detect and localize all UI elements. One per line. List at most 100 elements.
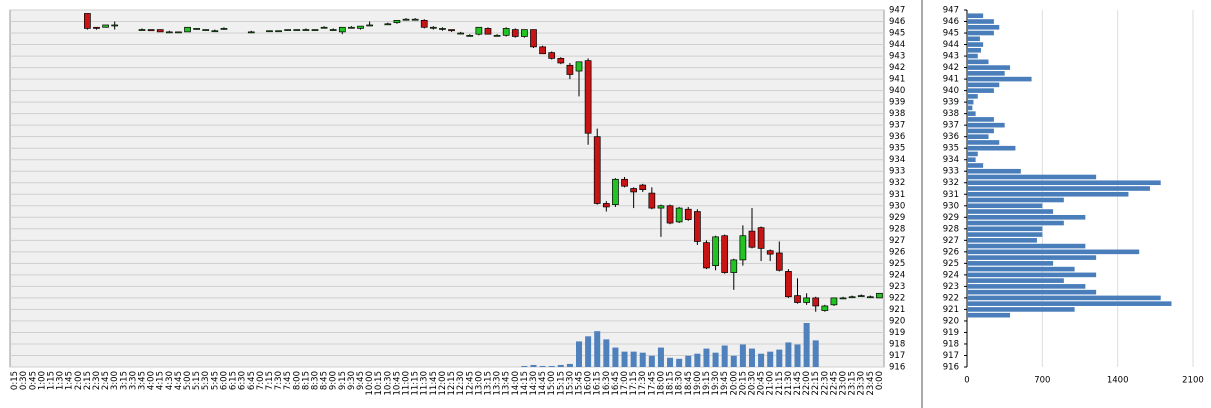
x-tick-label: 22:15 <box>811 371 821 396</box>
candle-body <box>338 26 346 33</box>
x-tick-label: 4:30 <box>165 371 175 390</box>
x-tick-label: 12:30 <box>456 371 466 396</box>
x-tick-label: 20:30 <box>747 371 757 396</box>
candle-body <box>757 227 765 249</box>
y-tick-label: 926 <box>943 247 959 257</box>
y-tick-label: 946 <box>889 17 905 27</box>
profile-bar <box>967 71 1005 76</box>
x-tick-label: 23:00 <box>839 371 849 396</box>
candle-body <box>147 29 155 32</box>
x-tick-label: 11:15 <box>411 371 421 396</box>
y-tick-label: 937 <box>889 121 905 131</box>
candle-body <box>111 24 119 27</box>
x-tick-label: 14:15 <box>520 371 530 396</box>
profile-bar <box>967 53 978 59</box>
y-tick-label: 926 <box>889 247 905 257</box>
x-tick-label: 21:30 <box>784 371 794 396</box>
candle-body <box>439 28 446 30</box>
y-tick-label: 919 <box>889 328 905 338</box>
x-tick-label: 8:30 <box>310 371 320 390</box>
profile-bar <box>967 163 984 168</box>
x-tick-label: 18:30 <box>675 371 685 396</box>
x-tick-label: 18:00 <box>656 371 666 396</box>
x-tick-label: 5:30 <box>201 371 211 390</box>
x-tick-label: 6:30 <box>238 371 248 390</box>
x-tick-label: 23:15 <box>848 371 858 396</box>
profile-bar <box>967 180 1161 186</box>
candle-body <box>511 29 519 37</box>
volume-bar <box>676 358 683 367</box>
candle-body <box>411 18 419 21</box>
y-tick-label: 918 <box>889 339 905 349</box>
candle-body <box>557 58 565 64</box>
y-tick-label: 935 <box>889 144 905 154</box>
y-tick-label: 936 <box>889 132 905 142</box>
x-tick-label: 700 <box>1034 376 1050 386</box>
y-tick-label: 916 <box>889 363 905 373</box>
candle-body <box>785 271 792 298</box>
x-tick-label: 17:00 <box>620 371 630 396</box>
y-tick-label: 923 <box>943 282 959 292</box>
volume-bar <box>594 331 601 367</box>
x-tick-label: 1:00 <box>37 371 47 390</box>
y-tick-label: 940 <box>943 86 959 96</box>
candle-body <box>156 29 164 33</box>
x-tick-label: 10:15 <box>374 371 384 396</box>
candle-body <box>593 136 601 204</box>
candle-body <box>575 61 583 72</box>
profile-bar <box>967 24 1000 30</box>
profile-bar <box>967 65 1011 70</box>
profile-bar <box>967 117 994 122</box>
volume-bar <box>812 340 819 367</box>
volume-bar <box>630 351 637 367</box>
y-tick-label: 927 <box>889 236 905 246</box>
x-tick-label: 16:00 <box>584 371 594 396</box>
volume-bar <box>758 353 765 367</box>
y-tick-label: 929 <box>889 213 905 223</box>
profile-bar <box>967 278 1064 283</box>
candle-body <box>630 188 637 193</box>
x-tick-label: 8:15 <box>301 371 311 390</box>
y-tick-label: 934 <box>889 155 905 165</box>
volume-bar <box>603 339 610 367</box>
profile-bar <box>967 209 1054 214</box>
volume-bar <box>667 357 674 367</box>
x-tick-label: 5:15 <box>192 371 202 390</box>
profile-bar <box>967 122 1005 128</box>
y-tick-label: 921 <box>889 305 905 315</box>
y-tick-label: 930 <box>889 201 905 211</box>
candle-body <box>457 32 465 35</box>
x-tick-label: 6:00 <box>219 371 229 390</box>
profile-bar <box>967 295 1161 301</box>
candle-body <box>866 296 874 299</box>
candle-body <box>311 29 319 31</box>
x-tick-label: 11:00 <box>402 371 412 396</box>
x-tick-label: 7:45 <box>283 371 293 390</box>
y-tick-label: 924 <box>943 270 959 280</box>
candle-body <box>220 28 228 30</box>
profile-bar <box>967 255 1097 260</box>
x-tick-label: 0:30 <box>19 371 29 390</box>
y-tick-label: 925 <box>943 259 959 269</box>
profile-bar <box>967 243 1086 249</box>
y-tick-label: 947 <box>943 6 959 16</box>
profile-bar <box>967 186 1150 191</box>
volume-bar <box>739 344 746 367</box>
y-tick-label: 939 <box>889 98 905 108</box>
candle-body <box>420 20 428 28</box>
x-tick-label: 2100 <box>1182 376 1204 386</box>
volume-bar <box>548 365 555 367</box>
volume-bar <box>585 336 592 367</box>
y-tick-label: 928 <box>889 224 905 234</box>
candle-body <box>730 259 738 273</box>
candle-body <box>302 29 310 31</box>
candle-body <box>448 29 455 32</box>
x-tick-label: 19:15 <box>702 371 712 396</box>
y-tick-label: 944 <box>889 40 905 50</box>
x-tick-label: 15:45 <box>575 371 585 396</box>
x-tick-label: 0:15 <box>10 371 20 390</box>
x-tick-label: 22:00 <box>802 371 812 396</box>
x-tick-label: 2:30 <box>92 371 102 390</box>
y-tick-label: 932 <box>889 178 905 188</box>
x-tick-label: 11:30 <box>420 371 430 396</box>
